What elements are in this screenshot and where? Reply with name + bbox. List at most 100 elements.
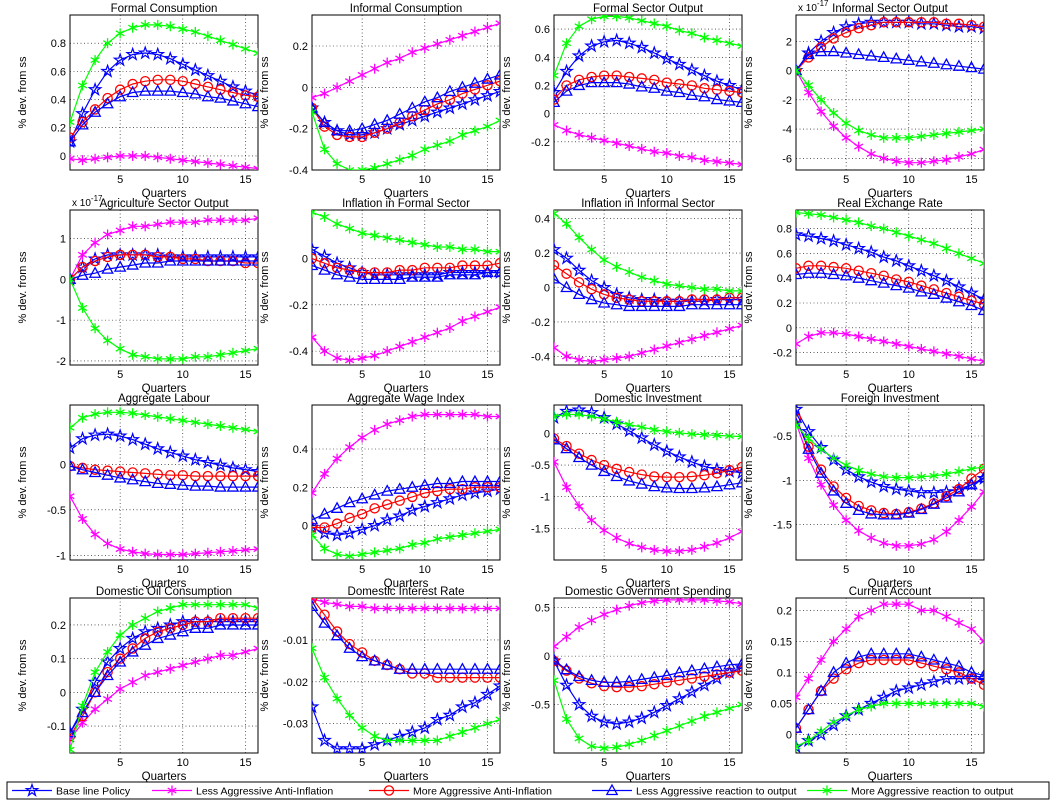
x-tick-label: 10 [177, 564, 189, 576]
y-tick-label: -4 [782, 124, 792, 136]
subplot-title: Domestic Interest Rate [348, 586, 465, 598]
x-axis-label: Quarters [142, 383, 187, 395]
plot-frame [69, 209, 259, 366]
x-tick-label: 15 [723, 174, 735, 186]
x-tick-label: 5 [843, 757, 849, 769]
subplot-title: Current Account [849, 586, 932, 598]
plot-frame [553, 14, 743, 171]
subplot-title: Inflation in Formal Sector [342, 198, 470, 210]
legend-box [6, 781, 1050, 800]
series-line-less-aggressive-anti-inflation [554, 324, 742, 363]
series-line-less-aggressive-anti-inflation [70, 155, 258, 170]
x-tick-label: 5 [117, 757, 123, 769]
grid [70, 598, 258, 753]
subplot-title: Domestic Oil Consumption [96, 586, 232, 598]
series-line-more-aggressive-reaction-to-output [312, 648, 500, 742]
y-axis-label: % dev. from ss [259, 251, 271, 323]
x-tick-label: 15 [239, 174, 251, 186]
plot-frame [69, 597, 259, 754]
subplot-title: Domestic Government Spending [565, 586, 731, 598]
y-tick-label: -0.4 [289, 165, 308, 177]
x-tick-label: 15 [239, 369, 251, 381]
plot-frame [553, 209, 743, 366]
x-tick-label: 10 [903, 174, 915, 186]
subplot-title: Formal Consumption [111, 3, 218, 15]
series-group [796, 210, 984, 365]
legend-item-more-aggressive-anti-inflation: More Aggressive Anti-Inflation [369, 785, 552, 798]
x-tick-label: 15 [965, 564, 977, 576]
x-tick-label: 15 [723, 369, 735, 381]
series-line-less-aggressive-reaction-to-output [312, 480, 500, 521]
x-tick-label: 15 [239, 564, 251, 576]
y-tick-label: -0.5 [47, 505, 66, 517]
legend-item-less-aggressive-reaction-to-output: Less Aggressive reaction to output [592, 784, 797, 798]
x-tick-label: 15 [723, 757, 735, 769]
x-tick-label: 10 [419, 369, 431, 381]
series-line-less-aggressive-reaction-to-output [312, 74, 500, 132]
x-tick-label: 10 [661, 174, 673, 186]
y-axis-label: % dev. from ss [501, 446, 513, 518]
x-axis-label: Quarters [142, 188, 187, 200]
plot-frame [553, 404, 743, 561]
y-tick-label: 0 [60, 687, 66, 699]
series-line-less-aggressive-reaction-to-output [70, 624, 258, 734]
series-line-less-aggressive-reaction-to-output [554, 81, 742, 103]
series-line-more-aggressive-reaction-to-output [70, 604, 258, 750]
y-axis-label: % dev. from ss [259, 639, 271, 711]
series-group [796, 405, 984, 552]
y-tick-label: -0.4 [289, 346, 308, 358]
subplot-domestic-government-spending: 5 10 15 -0.5 0 0.5 Domestic Government Spendin… [501, 586, 743, 783]
series-line-less-aggressive-reaction-to-output [796, 50, 984, 71]
x-tick-label: 5 [843, 174, 849, 186]
y-tick-label: 0.6 [51, 66, 66, 78]
series-line-less-aggressive-anti-inflation [554, 599, 742, 647]
y-tick-label: 0 [786, 323, 792, 335]
series-line-less-aggressive-reaction-to-output [312, 606, 500, 670]
series-line-more-aggressive-reaction-to-output [70, 24, 258, 123]
y-axis-label: % dev. from ss [17, 56, 29, 128]
x-tick-label: 5 [843, 369, 849, 381]
x-tick-label: 5 [359, 757, 365, 769]
legend-label: Base line Policy [56, 786, 131, 798]
series-line-less-aggressive-anti-inflation [796, 422, 984, 547]
series-line-more-aggressive-reaction-to-output [796, 702, 984, 748]
y-tick-label: -1 [56, 315, 66, 327]
series-line-base-line-policy [554, 249, 742, 302]
y-tick-label: -0.5 [531, 700, 550, 712]
y-tick-label: -0.5 [531, 460, 550, 472]
legend-item-base-line-policy: Base line Policy [12, 783, 131, 798]
subplot-title: Informal Sector Output [832, 3, 948, 15]
x-tick-label: 5 [117, 564, 123, 576]
y-axis-label: % dev. from ss [17, 446, 29, 518]
plot-frame [795, 14, 985, 171]
series-group [554, 15, 742, 170]
y-axis-label: % dev. from ss [259, 446, 271, 518]
x-axis-label: Quarters [868, 188, 913, 200]
subplot-aggregate-labour: 5 10 15 -1 -0.5 0 Aggregate Labour Quarters % de… [17, 393, 259, 590]
series-line-more-aggressive-reaction-to-output [70, 279, 258, 360]
subplot-title: Real Exchange Rate [837, 198, 942, 210]
y-tick-label: 0.15 [771, 636, 792, 648]
x-tick-label: 10 [661, 757, 673, 769]
series-line-base-line-policy [312, 488, 500, 536]
y-tick-label: -0.03 [283, 719, 308, 731]
x-tick-label: 5 [601, 757, 607, 769]
series-line-less-aggressive-anti-inflation [796, 70, 984, 164]
y-tick-label: 0.2 [293, 482, 308, 494]
y-tick-label: 0.05 [771, 698, 792, 710]
subplot-foreign-investment: 5 10 15 -1.5 -1 -0.5 Foreign Investment Quarter… [743, 393, 985, 590]
grid [70, 210, 258, 365]
x-tick-label: 10 [177, 369, 189, 381]
series-line-less-aggressive-reaction-to-output [554, 439, 742, 490]
series-line-less-aggressive-reaction-to-output [70, 260, 258, 280]
series-line-less-aggressive-reaction-to-output [554, 659, 742, 683]
y-tick-label: 0 [544, 651, 550, 663]
x-axis-label: Quarters [868, 383, 913, 395]
y-tick-label: -1.5 [531, 523, 550, 535]
y-tick-label: 0 [302, 521, 308, 533]
subplot-current-account: 5 10 15 0 0.05 0.1 0.15 0.2 Current Account Quart… [743, 586, 985, 783]
legend-item-less-aggressive-anti-inflation: Less Aggressive Anti-Inflation [152, 784, 333, 798]
series-line-base-line-policy [554, 660, 742, 725]
